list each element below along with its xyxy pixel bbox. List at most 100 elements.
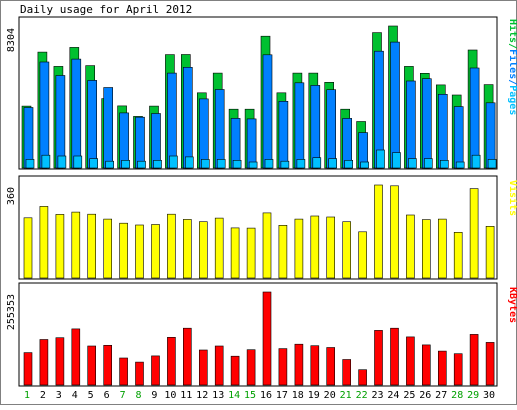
bar-kbytes-day-7 (119, 357, 128, 386)
bar-pages-day-12 (201, 159, 210, 169)
bar-visits-day-11 (183, 219, 192, 279)
x-tick-label-day-26: 26 (419, 390, 431, 401)
panel-frame-visits (18, 175, 498, 280)
bar-pages-day-27 (439, 160, 449, 169)
legend-item-kbytes: KBytes (507, 287, 517, 323)
bar-kbytes-day-26 (421, 344, 431, 386)
bar-files-day-25 (406, 80, 416, 169)
bar-kbytes-day-15 (246, 349, 256, 386)
bar-pages-day-21 (344, 160, 354, 169)
bar-kbytes-day-23 (374, 330, 383, 386)
x-tick-label-day-16: 16 (260, 390, 272, 401)
bar-visits-day-22 (358, 231, 367, 279)
bar-kbytes-day-2 (39, 339, 49, 386)
bar-kbytes-day-4 (71, 328, 81, 386)
bar-files-day-30 (485, 102, 496, 169)
y-max-label-pages-files-hits: 8304 (6, 28, 17, 52)
panel-frame-kbytes (18, 282, 498, 387)
panel-frame-pages-files-hits (18, 16, 498, 170)
bar-kbytes-day-3 (55, 337, 65, 386)
bar-kbytes-day-5 (87, 345, 96, 386)
bar-kbytes-day-18 (294, 343, 304, 386)
bar-kbytes-day-19 (310, 345, 320, 386)
bar-kbytes-day-30 (485, 342, 495, 386)
x-tick-label-day-13: 13 (212, 390, 224, 401)
bar-files-day-5 (87, 80, 97, 169)
x-tick-label-day-21: 21 (340, 390, 352, 401)
bar-visits-day-3 (55, 214, 65, 279)
bar-pages-day-8 (137, 160, 146, 169)
x-tick-label-day-3: 3 (56, 390, 62, 401)
bar-pages-day-28 (455, 161, 465, 169)
chart-title: Daily usage for April 2012 (20, 3, 192, 16)
x-tick-label-day-23: 23 (371, 390, 383, 401)
bar-files-day-17 (278, 101, 289, 169)
legend-pages-files-hits: Hits/Files/Pages (507, 19, 517, 115)
legend-item-pages: Pages (507, 85, 517, 115)
bar-visits-day-1 (23, 217, 33, 279)
bar-pages-day-17 (280, 160, 290, 169)
bar-files-day-7 (119, 112, 129, 169)
bar-pages-day-4 (73, 155, 83, 169)
x-tick-label-day-25: 25 (403, 390, 415, 401)
bar-files-day-13 (214, 89, 225, 169)
bar-files-day-27 (437, 94, 448, 169)
bar-files-day-12 (199, 98, 209, 169)
bar-kbytes-day-14 (230, 355, 240, 386)
x-tick-label-day-28: 28 (451, 390, 463, 401)
x-tick-label-day-15: 15 (244, 390, 256, 401)
bar-visits-day-16 (262, 212, 272, 279)
bar-kbytes-day-22 (358, 369, 367, 386)
bar-pages-day-15 (248, 161, 258, 169)
bar-kbytes-day-8 (135, 361, 144, 386)
bar-kbytes-day-1 (23, 352, 33, 386)
bar-visits-day-20 (326, 216, 336, 279)
bar-visits-day-2 (39, 206, 49, 279)
bar-kbytes-day-27 (437, 350, 447, 386)
bar-pages-day-20 (328, 158, 338, 169)
x-tick-label-day-27: 27 (435, 390, 447, 401)
bar-pages-day-1 (25, 159, 35, 169)
bar-visits-day-28 (453, 232, 463, 279)
x-tick-label-day-10: 10 (164, 390, 176, 401)
bar-kbytes-day-20 (326, 347, 336, 386)
x-tick-label-day-2: 2 (40, 390, 46, 401)
bar-pages-day-7 (121, 160, 130, 169)
bar-files-day-6 (103, 87, 113, 169)
bar-pages-day-2 (41, 154, 51, 169)
x-tick-label-day-30: 30 (483, 390, 495, 401)
bar-visits-day-24 (390, 185, 399, 279)
bar-kbytes-day-25 (406, 336, 415, 386)
x-tick-label-day-19: 19 (308, 390, 320, 401)
x-tick-label-day-14: 14 (228, 390, 240, 401)
bar-visits-day-6 (103, 218, 112, 279)
bar-pages-day-6 (105, 160, 114, 169)
bar-files-day-4 (71, 58, 82, 169)
bar-files-day-16 (262, 54, 273, 169)
legend-item-visits: Visits (507, 180, 517, 216)
bar-visits-day-13 (214, 217, 224, 279)
x-tick-label-day-22: 22 (356, 390, 368, 401)
bar-visits-day-25 (406, 214, 415, 279)
bar-visits-day-5 (87, 213, 96, 279)
x-tick-label-day-29: 29 (467, 390, 479, 401)
bar-pages-day-5 (89, 158, 98, 169)
x-tick-label-day-17: 17 (276, 390, 288, 401)
y-max-label-visits: 360 (6, 187, 17, 205)
bar-kbytes-day-12 (199, 349, 208, 386)
bar-kbytes-day-10 (167, 336, 176, 386)
bar-kbytes-day-13 (214, 345, 224, 386)
bar-visits-day-14 (230, 227, 240, 279)
bar-files-day-8 (135, 116, 145, 169)
bar-visits-day-10 (167, 213, 176, 279)
bar-pages-day-11 (185, 156, 194, 169)
bar-visits-day-21 (342, 221, 352, 279)
bar-pages-day-3 (57, 155, 67, 169)
bar-files-day-20 (326, 89, 337, 169)
bar-files-day-2 (39, 61, 50, 169)
x-tick-label-day-18: 18 (292, 390, 304, 401)
bar-visits-day-9 (151, 224, 160, 279)
bar-kbytes-day-16 (262, 291, 272, 386)
